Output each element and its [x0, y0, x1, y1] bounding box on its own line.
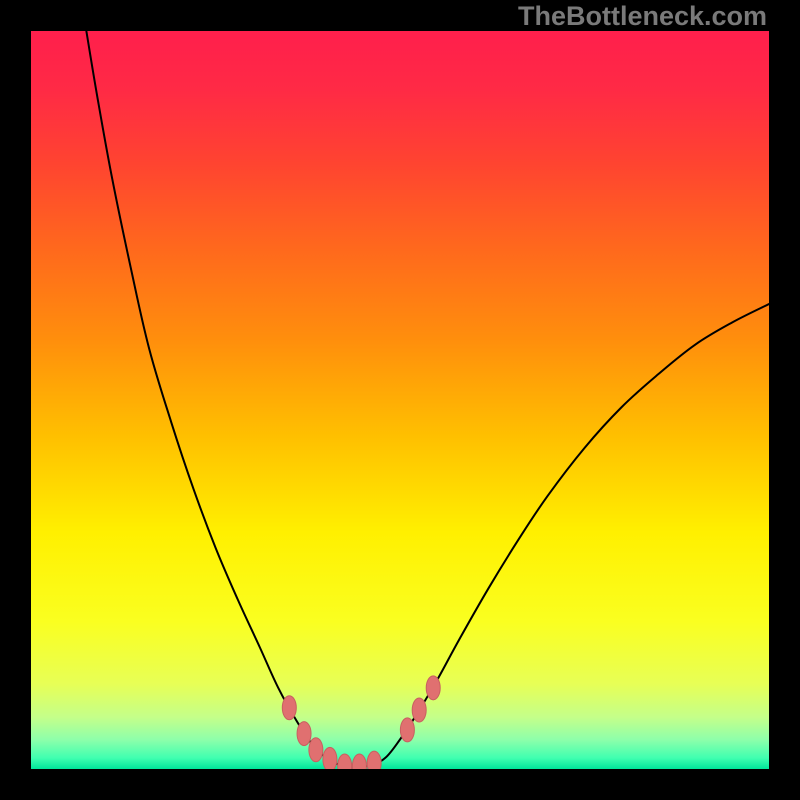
- watermark-text: TheBottleneck.com: [518, 1, 767, 32]
- chart-background: [31, 31, 769, 769]
- chart-plot-area: [31, 31, 769, 769]
- curve-marker: [282, 696, 296, 720]
- curve-marker: [367, 751, 381, 769]
- curve-marker: [412, 698, 426, 722]
- curve-marker: [323, 747, 337, 769]
- curve-marker: [309, 738, 323, 762]
- curve-marker: [426, 676, 440, 700]
- curve-marker: [400, 718, 414, 742]
- curve-marker: [297, 722, 311, 746]
- chart-svg: [31, 31, 769, 769]
